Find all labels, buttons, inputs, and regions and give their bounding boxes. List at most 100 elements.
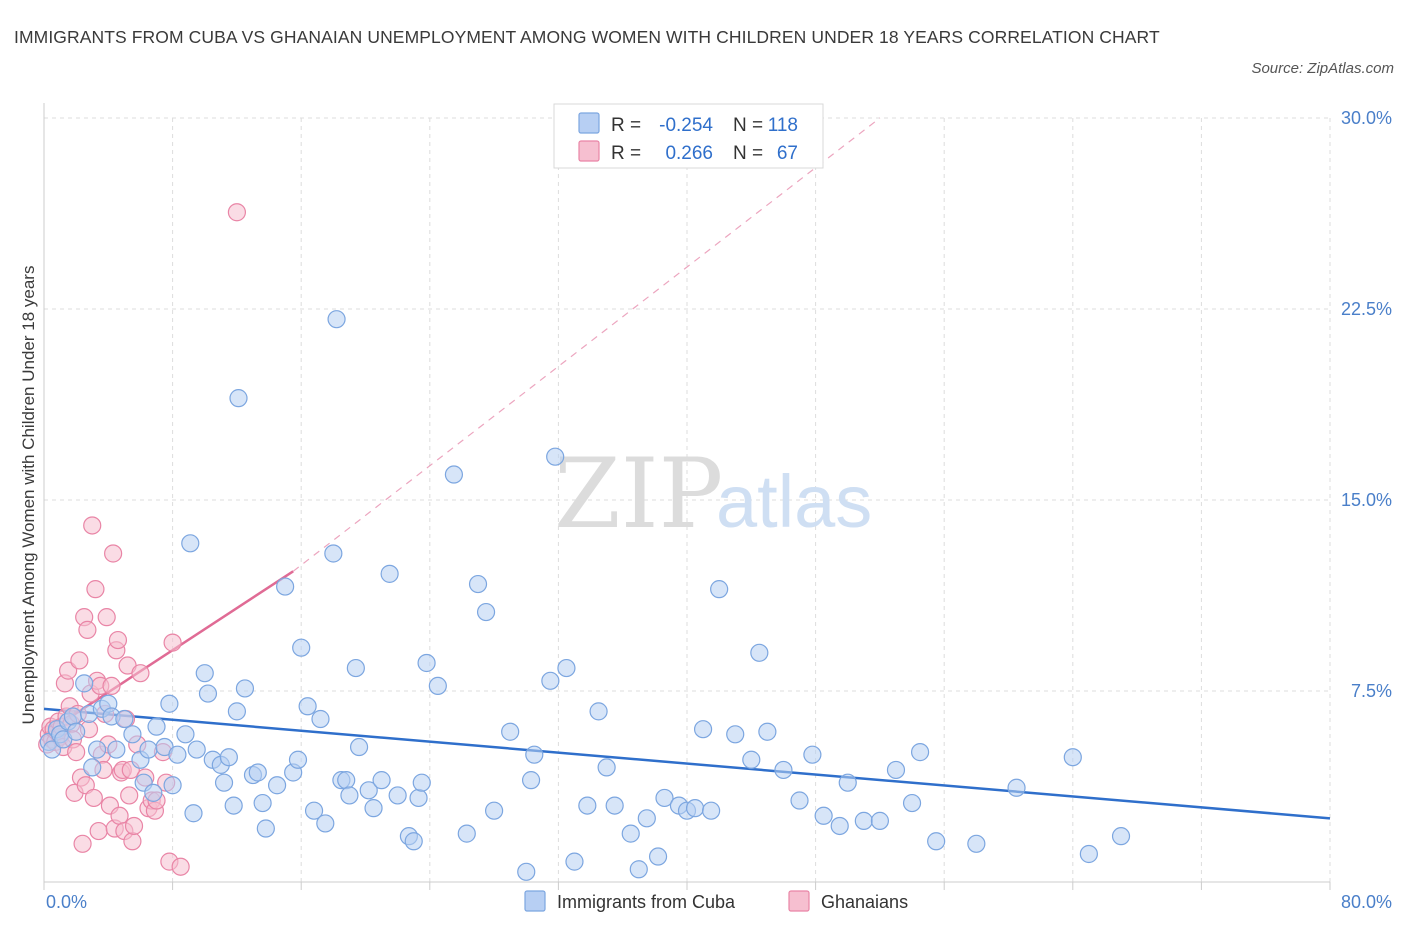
ghana-point	[123, 832, 142, 851]
cuba-point	[144, 783, 163, 802]
cuba-point	[468, 574, 488, 594]
ghana-point	[110, 806, 129, 825]
cuba-point	[758, 722, 777, 741]
cuba-point	[605, 796, 624, 815]
cuba-point	[886, 760, 906, 780]
cuba-point	[87, 740, 107, 759]
cuba-point	[139, 740, 158, 759]
cuba-point	[557, 658, 576, 678]
cuba-point	[168, 745, 187, 764]
ghana-point	[59, 661, 78, 680]
cuba-point	[412, 773, 431, 792]
cuba-point	[838, 773, 857, 792]
cuba-point	[224, 796, 243, 815]
tick-labels: 7.5% 15.0% 22.5% 30.0% 0.0% 80.0%	[46, 108, 1392, 912]
cuba-point	[372, 771, 391, 790]
cuba-point	[253, 793, 272, 813]
cuba-point	[589, 702, 608, 721]
cuba-point	[417, 653, 436, 673]
cuba-point	[967, 834, 986, 853]
cuba-point	[256, 819, 275, 838]
ghana-point	[70, 651, 89, 670]
ghana-point	[131, 664, 150, 683]
cuba-point	[75, 674, 94, 693]
series-legend-label-cuba: Immigrants from Cuba	[557, 892, 736, 912]
legend-n-value-cuba: 118	[768, 115, 798, 136]
watermark-atlas: atlas	[716, 460, 872, 543]
cuba-point	[388, 786, 407, 805]
legend-swatch-ghana	[578, 140, 600, 162]
cuba-point	[346, 658, 365, 678]
ghana-point	[108, 630, 128, 650]
cuba-point	[292, 638, 311, 657]
ghana-point	[124, 816, 144, 836]
cuba-point	[123, 725, 142, 744]
cuba-point	[380, 564, 399, 583]
cuba-point	[1063, 748, 1082, 767]
cuba-point	[774, 760, 793, 780]
cuba-point	[525, 745, 544, 764]
legend-n-label-cuba: N =	[733, 115, 763, 136]
cuba-point	[198, 684, 218, 703]
cuba-point	[457, 824, 476, 843]
cuba-point	[227, 702, 246, 721]
cuba-point	[304, 801, 324, 820]
cuba-point	[521, 771, 541, 790]
cuba-point	[340, 786, 359, 805]
legend-n-label-ghana: N =	[733, 143, 763, 164]
source-credit: Source: ZipAtlas.com	[1251, 60, 1394, 77]
cuba-point	[195, 664, 214, 683]
cuba-point	[298, 697, 317, 716]
cuba-point	[637, 809, 656, 828]
series-legend-swatch-ghana	[788, 890, 810, 912]
cuba-point	[276, 577, 295, 596]
cuba-point	[629, 860, 648, 879]
cuba-point	[288, 750, 308, 769]
ghana-point	[78, 620, 97, 639]
series-legend: Immigrants from Cuba Ghanaians	[524, 890, 908, 912]
series-legend-swatch-cuba	[524, 890, 546, 912]
cuba-point	[830, 816, 849, 836]
watermark: ZIP atlas	[554, 438, 872, 550]
cuba-point	[655, 788, 674, 808]
cuba-point	[181, 534, 200, 553]
ghana-point	[120, 786, 139, 805]
cuba-point	[42, 740, 62, 759]
cuba-point	[160, 694, 179, 713]
cuba-point	[327, 310, 346, 329]
legend-r-label-ghana: R =	[611, 143, 641, 164]
cuba-point	[444, 465, 464, 484]
ghana-point	[171, 857, 190, 876]
y-axis-label: Unemployment Among Women with Children U…	[19, 266, 38, 725]
cuba-point	[267, 776, 287, 795]
cuba-point	[67, 722, 86, 741]
legend-r-label-cuba: R =	[611, 115, 641, 136]
ghana-point	[104, 544, 123, 563]
cuba-point	[870, 811, 890, 830]
y-tick-label-2: 22.5%	[1341, 299, 1392, 319]
ghana-point	[102, 676, 121, 696]
cuba-point	[316, 814, 335, 833]
cuba-point	[648, 847, 668, 866]
y-tick-label-3: 30.0%	[1341, 108, 1392, 128]
ghana-point	[163, 633, 182, 652]
y-tick-label-0: 7.5%	[1351, 681, 1392, 701]
cuba-point	[621, 824, 640, 843]
cuba-point	[726, 725, 745, 744]
cuba-point	[409, 788, 428, 808]
legend-n-value-ghana: 67	[777, 143, 798, 164]
cuba-point	[693, 720, 713, 739]
cuba-point	[546, 447, 565, 466]
cuba-point	[214, 773, 234, 792]
cuba-point	[359, 781, 378, 800]
cuba-point	[324, 544, 343, 563]
cuba-point	[517, 862, 536, 881]
cuba-point	[910, 743, 930, 762]
cuba-point	[1111, 827, 1131, 846]
cuba-point	[742, 750, 761, 769]
legend-swatch-cuba	[578, 112, 600, 134]
cuba-point	[364, 799, 383, 818]
legend-r-value-ghana: 0.266	[665, 143, 713, 164]
x-tick-label-1: 80.0%	[1341, 892, 1392, 912]
